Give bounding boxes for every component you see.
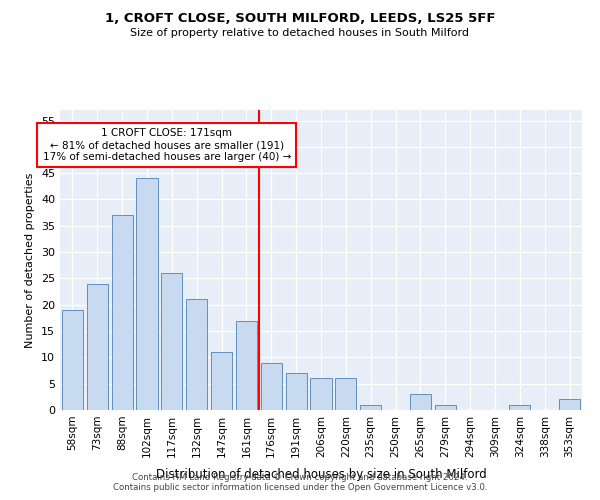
Text: 1 CROFT CLOSE: 171sqm
← 81% of detached houses are smaller (191)
17% of semi-det: 1 CROFT CLOSE: 171sqm ← 81% of detached … — [43, 128, 291, 162]
Text: 1, CROFT CLOSE, SOUTH MILFORD, LEEDS, LS25 5FF: 1, CROFT CLOSE, SOUTH MILFORD, LEEDS, LS… — [105, 12, 495, 26]
Bar — [161, 273, 182, 410]
Bar — [62, 310, 83, 410]
Bar — [136, 178, 158, 410]
Bar — [335, 378, 356, 410]
Bar — [310, 378, 332, 410]
Y-axis label: Number of detached properties: Number of detached properties — [25, 172, 35, 348]
Text: Contains HM Land Registry data © Crown copyright and database right 2024.
Contai: Contains HM Land Registry data © Crown c… — [113, 473, 487, 492]
Bar — [186, 300, 207, 410]
Bar — [509, 404, 530, 410]
Text: Size of property relative to detached houses in South Milford: Size of property relative to detached ho… — [131, 28, 470, 38]
Bar — [286, 373, 307, 410]
Bar — [559, 400, 580, 410]
Bar — [112, 216, 133, 410]
Bar — [360, 404, 381, 410]
Bar — [236, 320, 257, 410]
Bar — [435, 404, 456, 410]
X-axis label: Distribution of detached houses by size in South Milford: Distribution of detached houses by size … — [155, 468, 487, 481]
Bar — [261, 362, 282, 410]
Bar — [211, 352, 232, 410]
Bar — [87, 284, 108, 410]
Bar — [410, 394, 431, 410]
